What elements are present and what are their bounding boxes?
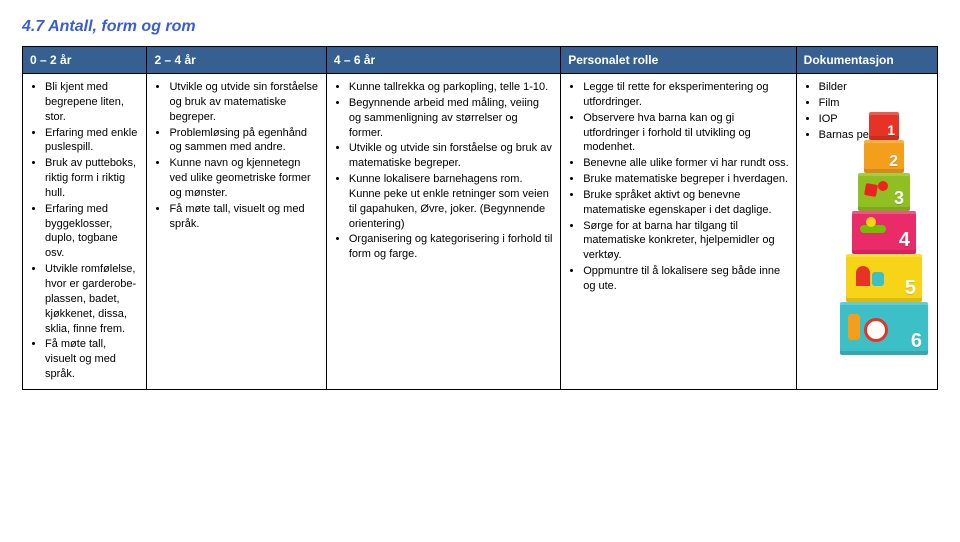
cell-personalet: Legge til rette for eksperimentering og … (561, 74, 796, 390)
list-item: Observere hva barna kan og gi utfordring… (583, 111, 788, 156)
box-5: 5 (846, 254, 922, 302)
list-item: Få møte tall, visuelt og med språk. (169, 202, 318, 232)
list-item: Bruk av putteboks, riktig form i riktig … (45, 156, 139, 201)
box-1: 1 (869, 112, 899, 140)
header-personalet: Personalet rolle (561, 47, 796, 74)
cell-dokumentasjon: Bilder Film IOP Barnas permer 1 2 3 4 5 … (796, 74, 937, 390)
list-item: Sørge for at barna har tilgang til matem… (583, 219, 788, 264)
list-item: Få møte tall, visuelt og med språk. (45, 337, 139, 382)
list-item: Utvikle og utvide sin forståelse og bruk… (349, 141, 553, 171)
box-4: 4 (852, 211, 916, 254)
list-item: Bilder (819, 80, 930, 95)
header-4-6: 4 – 6 år (326, 47, 560, 74)
list-item: Erfaring med enkle puslespill. (45, 126, 139, 156)
box-6: 6 (840, 302, 928, 355)
box-num: 6 (911, 330, 922, 353)
list-item: Kunne navn og kjennetegn ved ulike geome… (169, 156, 318, 201)
header-row: 0 – 2 år 2 – 4 år 4 – 6 år Personalet ro… (23, 47, 938, 74)
list-item: Erfaring med byggeklosser, duplo, togban… (45, 202, 139, 261)
list-item: Kunne lokalisere barnehagens rom. Kunne … (349, 172, 553, 231)
content-row: Bli kjent med begrepene liten, stor. Erf… (23, 74, 938, 390)
list-item: Oppmuntre til å lokalisere seg både inne… (583, 264, 788, 294)
list-item: Begynnende arbeid med måling, veiing og … (349, 96, 553, 141)
list-item: Kunne tallrekka og parkopling, telle 1-1… (349, 80, 553, 95)
box-num: 2 (889, 153, 898, 171)
box-num: 4 (899, 229, 910, 252)
list-item: Organisering og kategorisering i forhold… (349, 232, 553, 262)
header-dokumentasjon: Dokumentasjon (796, 47, 937, 74)
box-3: 3 (858, 173, 910, 211)
page-title: 4.7 Antall, form og rom (22, 18, 938, 36)
list-item: Bli kjent med begrepene liten, stor. (45, 80, 139, 125)
list-item: Bruke språket aktivt og benevne matemati… (583, 188, 788, 218)
cell-0-2: Bli kjent med begrepene liten, stor. Erf… (23, 74, 147, 390)
header-2-4: 2 – 4 år (147, 47, 326, 74)
curriculum-table: 0 – 2 år 2 – 4 år 4 – 6 år Personalet ro… (22, 46, 938, 390)
list-item: Bruke matematiske begreper i hverdagen. (583, 172, 788, 187)
box-num: 1 (887, 122, 895, 138)
cell-2-4: Utvikle og utvide sin forståelse og bruk… (147, 74, 326, 390)
stacking-boxes-image: 1 2 3 4 5 6 (835, 109, 933, 359)
list-item: Benevne alle ulike former vi har rundt o… (583, 156, 788, 171)
list-item: Problemløsing på egenhånd og sammen med … (169, 126, 318, 156)
header-0-2: 0 – 2 år (23, 47, 147, 74)
list-item: Utvikle og utvide sin forståelse og bruk… (169, 80, 318, 125)
box-num: 3 (894, 188, 904, 209)
cell-4-6: Kunne tallrekka og parkopling, telle 1-1… (326, 74, 560, 390)
list-item: Legge til rette for eksperimentering og … (583, 80, 788, 110)
box-2: 2 (864, 140, 904, 173)
box-num: 5 (905, 277, 916, 300)
list-item: Utvikle romfølelse, hvor er garderobe-pl… (45, 262, 139, 336)
